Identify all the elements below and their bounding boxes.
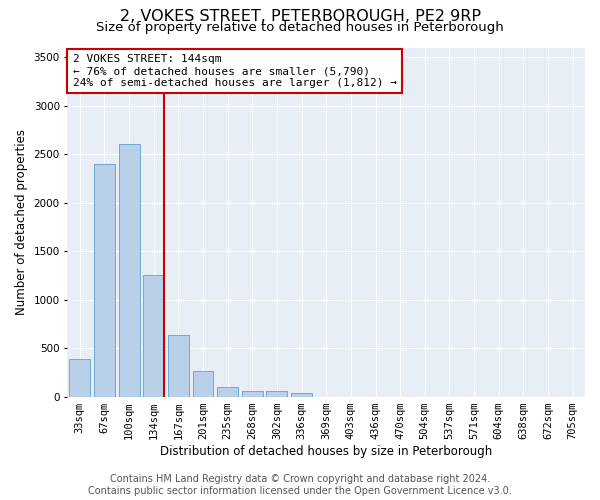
Bar	[242, 391, 263, 396]
Y-axis label: Number of detached properties: Number of detached properties	[15, 129, 28, 315]
Bar	[217, 387, 238, 396]
X-axis label: Distribution of detached houses by size in Peterborough: Distribution of detached houses by size …	[160, 444, 493, 458]
Bar	[291, 392, 312, 396]
Text: 2, VOKES STREET, PETERBOROUGH, PE2 9RP: 2, VOKES STREET, PETERBOROUGH, PE2 9RP	[119, 9, 481, 24]
Bar	[143, 276, 164, 396]
Text: Size of property relative to detached houses in Peterborough: Size of property relative to detached ho…	[96, 21, 504, 34]
Bar	[266, 391, 287, 396]
Bar	[94, 164, 115, 396]
Bar	[69, 359, 90, 397]
Text: Contains HM Land Registry data © Crown copyright and database right 2024.
Contai: Contains HM Land Registry data © Crown c…	[88, 474, 512, 496]
Bar	[168, 334, 189, 396]
Bar	[193, 372, 214, 396]
Text: 2 VOKES STREET: 144sqm
← 76% of detached houses are smaller (5,790)
24% of semi-: 2 VOKES STREET: 144sqm ← 76% of detached…	[73, 54, 397, 88]
Bar	[119, 144, 140, 396]
